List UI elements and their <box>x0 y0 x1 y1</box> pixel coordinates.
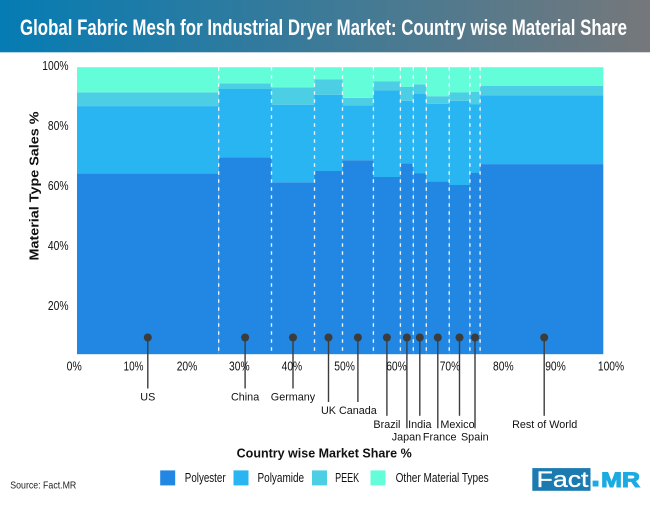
svg-text:UK: UK <box>321 405 337 417</box>
svg-text:60%: 60% <box>48 178 69 193</box>
svg-text:Mexico: Mexico <box>440 419 474 431</box>
svg-text:Other Material Types: Other Material Types <box>396 470 489 485</box>
svg-text:Country wise Market Share %: Country wise Market Share % <box>237 447 412 461</box>
svg-text:Rest of World: Rest of World <box>512 419 577 431</box>
svg-text:China: China <box>231 392 259 404</box>
svg-text:US: US <box>140 392 155 404</box>
svg-text:50%: 50% <box>334 359 355 374</box>
svg-text:Canada: Canada <box>339 405 377 417</box>
svg-text:Source: Fact.MR: Source: Fact.MR <box>10 480 76 492</box>
svg-text:70%: 70% <box>440 359 461 374</box>
svg-text:Polyester: Polyester <box>185 470 226 485</box>
svg-text:Japan: Japan <box>392 432 421 444</box>
svg-text:Fact: Fact <box>537 467 589 492</box>
svg-text:Material Type Sales %: Material Type Sales % <box>27 111 42 260</box>
svg-text:10%: 10% <box>124 359 144 374</box>
svg-text:MR: MR <box>601 468 640 492</box>
svg-text:20%: 20% <box>177 359 198 374</box>
svg-text:60%: 60% <box>386 359 407 374</box>
svg-text:Spain: Spain <box>461 432 489 444</box>
svg-text:Polyamide: Polyamide <box>258 470 305 485</box>
svg-text:Global Fabric Mesh for Industr: Global Fabric Mesh for Industrial Dryer … <box>20 15 627 40</box>
svg-text:100%: 100% <box>598 359 625 374</box>
svg-text:90%: 90% <box>545 359 566 374</box>
svg-text:80%: 80% <box>493 359 514 374</box>
svg-text:40%: 40% <box>282 359 303 374</box>
svg-text:100%: 100% <box>42 58 69 73</box>
svg-text:France: France <box>423 432 457 444</box>
svg-text:Brazil: Brazil <box>373 419 400 431</box>
svg-text:40%: 40% <box>48 238 69 253</box>
svg-text:0%: 0% <box>67 359 82 374</box>
svg-text:India: India <box>408 419 431 431</box>
svg-text:Germany: Germany <box>271 392 316 404</box>
svg-text:PEEK: PEEK <box>335 470 359 485</box>
svg-text:30%: 30% <box>229 359 250 374</box>
svg-text:80%: 80% <box>48 118 69 133</box>
svg-text:20%: 20% <box>48 298 69 313</box>
